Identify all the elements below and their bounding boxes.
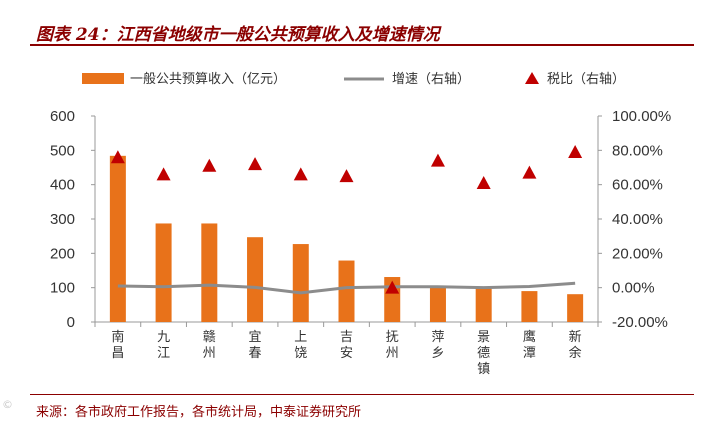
tax-ratio-marker [293, 167, 308, 181]
legend-bar-swatch [82, 73, 124, 84]
right-tick-label: 0.00% [612, 280, 655, 297]
category-label: 赣州 [203, 330, 216, 361]
tax-ratio-marker [430, 153, 445, 167]
left-tick-label: 400 [50, 177, 75, 194]
revenue-bar [109, 155, 126, 322]
right-tick-label: 60.00% [612, 177, 663, 194]
left-tick-label: 500 [50, 142, 75, 159]
tax-ratio-markers [110, 145, 583, 294]
category-label: 吉安 [340, 330, 353, 361]
chart-title: 图表 24：江西省地级市一般公共预算收入及增速情况 [36, 25, 440, 45]
tax-ratio-marker [522, 165, 537, 179]
revenue-bar [292, 244, 309, 322]
growth-line-series [117, 281, 576, 295]
category-label: 新余 [569, 329, 582, 361]
legend-line-label: 增速（右轴） [392, 72, 470, 87]
tax-ratio-marker [248, 157, 263, 171]
category-labels: 南昌 九江 赣州 宜春 上饶 吉安 抚州 萍乡 景德镇 鹰潭 新余 [111, 329, 581, 377]
left-tick-label: 300 [50, 211, 75, 228]
revenue-bar [475, 286, 492, 322]
revenue-bar [429, 285, 446, 322]
legend-marker-label: 税比（右轴） [547, 72, 625, 87]
left-tick-label: 200 [50, 245, 75, 262]
revenue-bar [521, 291, 538, 322]
bar-series [109, 155, 584, 322]
revenue-bar [338, 260, 355, 322]
legend-marker-swatch [525, 72, 539, 84]
right-axis-ticks: -20.00% 0.00% 20.00% 40.00% 60.00% 80.00% 100.… [598, 108, 671, 331]
left-tick-label: 600 [50, 108, 75, 125]
source-note: 来源：各市政府工作报告，各市统计局，中泰证券研究所 [36, 405, 362, 420]
category-label: 萍乡 [431, 330, 444, 361]
legend: 一般公共预算收入（亿元） 增速（右轴） 税比（右轴） [82, 71, 625, 87]
category-label: 鹰潭 [523, 329, 536, 361]
category-label: 抚州 [386, 330, 399, 361]
tax-ratio-marker [476, 175, 491, 189]
left-tick-label: 0 [67, 314, 75, 331]
left-axis-ticks: 0 100 200 300 400 500 600 [50, 108, 599, 331]
revenue-bar [567, 294, 584, 322]
right-tick-label: -20.00% [612, 314, 668, 331]
tax-ratio-marker [156, 167, 171, 181]
revenue-bar [155, 223, 172, 322]
category-label: 上饶 [294, 330, 307, 361]
legend-bar-label: 一般公共预算收入（亿元） [130, 71, 286, 87]
tax-ratio-marker [568, 145, 583, 159]
revenue-bar [247, 237, 264, 322]
tax-ratio-marker [385, 280, 400, 294]
category-label: 九江 [157, 330, 170, 361]
left-tick-label: 100 [50, 280, 75, 297]
revenue-bar [201, 223, 218, 322]
growth-line [117, 281, 576, 295]
tax-ratio-marker [339, 169, 354, 183]
category-label: 宜春 [249, 330, 262, 361]
right-tick-label: 40.00% [612, 211, 663, 228]
title-divider [30, 44, 694, 46]
category-label: 景德镇 [477, 330, 490, 377]
right-tick-label: 20.00% [612, 245, 663, 262]
footer-divider [30, 394, 694, 395]
tax-ratio-marker [110, 150, 125, 164]
watermark: © [2, 398, 13, 411]
right-tick-label: 80.00% [612, 142, 663, 159]
category-label: 南昌 [111, 329, 124, 361]
right-tick-label: 100.00% [612, 108, 671, 125]
tax-ratio-marker [202, 158, 217, 172]
